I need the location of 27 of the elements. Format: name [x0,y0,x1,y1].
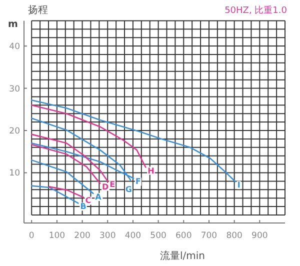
text: m [8,19,18,30]
x-tick-label: 500 [150,231,166,241]
series-label: C [85,196,92,206]
x-tick-label: 300 [100,231,116,241]
y-tick-label: 20 [9,126,20,137]
series-label: G [125,184,132,194]
series-label: D [102,182,110,192]
y-axis-title: 扬程 [28,4,48,16]
x-tick-label: 900 [252,231,268,241]
x-tick-label: 400 [124,231,142,241]
y-tick-label: 30 [9,84,20,94]
x-tick-label: 700 [200,231,218,241]
x-tick-label: 100 [48,231,66,241]
series-label: H [148,166,154,176]
x-axis-title: 流量l/min [160,250,206,262]
series-label: F [135,177,141,186]
y-tick-label: 10 [9,168,20,179]
series-label: I [237,180,240,190]
x-tick-label: 800 [226,231,242,241]
x-tick-label: 200 [74,231,90,241]
y-tick-label: 40 [9,42,20,52]
series-label: B [80,202,86,212]
series-label: A [95,192,102,202]
x-tick-label: 600 [176,231,192,241]
text: 50HZ, 比重1.0 [224,5,288,16]
series-label: E [110,180,116,190]
x-tick-label: 0 [28,231,34,241]
